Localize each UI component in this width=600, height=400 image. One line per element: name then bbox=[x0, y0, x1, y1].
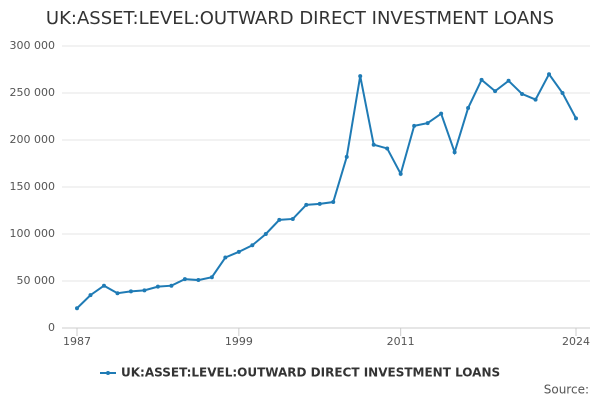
point bbox=[398, 171, 403, 176]
point bbox=[412, 123, 417, 128]
point bbox=[520, 91, 525, 96]
point bbox=[547, 72, 552, 77]
point bbox=[75, 306, 79, 311]
x-tick-label: 2011 bbox=[387, 335, 415, 348]
legend-label: UK:ASSET:LEVEL:OUTWARD DIRECT INVESTMENT… bbox=[121, 366, 500, 380]
point bbox=[317, 201, 322, 206]
y-tick-label: 300 000 bbox=[10, 39, 56, 52]
legend-marker bbox=[106, 371, 110, 375]
x-tick-label: 1999 bbox=[225, 335, 253, 348]
point bbox=[371, 142, 376, 147]
point bbox=[506, 78, 511, 83]
point bbox=[466, 106, 471, 111]
source: Source: bbox=[544, 383, 589, 397]
point bbox=[88, 293, 93, 298]
point bbox=[344, 154, 349, 159]
point bbox=[277, 217, 282, 222]
point bbox=[209, 275, 214, 280]
point bbox=[115, 291, 120, 296]
point bbox=[560, 91, 565, 95]
x-tick-label: 1987 bbox=[63, 335, 91, 348]
point bbox=[236, 249, 241, 254]
point bbox=[223, 255, 228, 260]
y-tick-label: 150 000 bbox=[10, 180, 56, 193]
y-tick-label: 50 000 bbox=[17, 274, 56, 287]
point bbox=[479, 77, 484, 82]
point bbox=[169, 283, 174, 288]
y-tick-label: 0 bbox=[48, 321, 55, 334]
line bbox=[76, 72, 577, 309]
point bbox=[182, 277, 187, 282]
point bbox=[101, 283, 106, 288]
point bbox=[290, 216, 295, 221]
point bbox=[196, 278, 201, 283]
point bbox=[263, 232, 268, 236]
y-tick-label: 100 000 bbox=[10, 227, 56, 240]
point bbox=[439, 111, 444, 116]
y-tick-label: 250 000 bbox=[10, 86, 56, 99]
point bbox=[493, 89, 498, 94]
x-tick-label: 2024 bbox=[562, 335, 590, 348]
chart-title: UK:ASSET:LEVEL:OUTWARD DIRECT INVESTMENT… bbox=[46, 8, 554, 29]
point bbox=[304, 202, 309, 207]
point bbox=[425, 121, 430, 126]
point bbox=[155, 284, 160, 289]
point bbox=[250, 243, 255, 248]
point bbox=[331, 200, 336, 205]
point bbox=[142, 288, 147, 293]
point bbox=[574, 116, 578, 121]
point bbox=[452, 150, 457, 155]
point bbox=[358, 74, 363, 79]
point bbox=[533, 97, 538, 102]
point bbox=[128, 289, 133, 294]
y-tick-label: 200 000 bbox=[10, 133, 56, 146]
point bbox=[385, 146, 390, 151]
